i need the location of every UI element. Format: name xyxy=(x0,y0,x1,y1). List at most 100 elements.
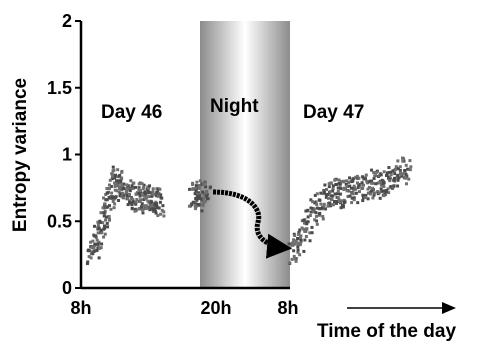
point-pixel xyxy=(322,202,326,206)
point-pixel xyxy=(385,173,389,177)
point-pixel xyxy=(372,171,376,175)
point-pixel xyxy=(394,165,398,169)
point-pixel xyxy=(119,192,123,196)
point-pixel xyxy=(202,196,206,200)
point-pixel xyxy=(100,242,104,246)
point-pixel xyxy=(385,171,389,175)
point-pixel xyxy=(354,191,358,195)
point-pixel xyxy=(142,194,146,198)
point-pixel xyxy=(190,203,194,207)
point-pixel xyxy=(339,206,343,210)
point-pixel xyxy=(402,172,406,176)
point-pixel xyxy=(102,235,106,239)
point-pixel xyxy=(356,186,360,190)
point-pixel xyxy=(151,187,155,191)
point-pixel xyxy=(96,220,100,224)
point-pixel xyxy=(114,195,118,199)
point-pixel xyxy=(91,252,95,256)
point-pixel xyxy=(309,210,313,214)
point-pixel xyxy=(326,204,330,208)
point-pixel xyxy=(352,198,356,202)
point-pixel xyxy=(374,174,378,178)
point-pixel xyxy=(292,249,296,253)
point-pixel xyxy=(197,196,201,200)
point-pixel xyxy=(404,163,408,167)
point-pixel xyxy=(379,173,383,177)
point-pixel xyxy=(113,181,117,185)
point-pixel xyxy=(352,188,356,192)
point-pixel xyxy=(332,200,336,204)
point-pixel xyxy=(361,183,365,187)
point-pixel xyxy=(151,209,155,213)
point-pixel xyxy=(342,179,346,183)
point-pixel xyxy=(202,198,206,202)
point-pixel xyxy=(379,187,383,191)
point-pixel xyxy=(150,200,154,204)
point-pixel xyxy=(200,209,204,213)
data-point xyxy=(373,170,385,200)
point-pixel xyxy=(157,206,161,210)
point-pixel xyxy=(361,193,365,197)
point-pixel xyxy=(130,184,134,188)
point-pixel xyxy=(315,219,319,223)
point-pixel xyxy=(318,198,322,202)
point-pixel xyxy=(339,186,343,190)
point-pixel xyxy=(144,197,148,201)
point-pixel xyxy=(399,172,403,176)
point-pixel xyxy=(133,207,137,211)
point-pixel xyxy=(103,202,107,206)
point-pixel xyxy=(194,197,198,201)
point-pixel xyxy=(125,190,129,194)
point-pixel xyxy=(110,172,114,176)
point-pixel xyxy=(406,167,410,171)
point-pixel xyxy=(306,215,310,219)
point-pixel xyxy=(315,202,319,206)
point-pixel xyxy=(326,196,330,200)
point-pixel xyxy=(309,198,313,202)
point-pixel xyxy=(119,179,123,183)
point-pixel xyxy=(126,197,130,201)
point-pixel xyxy=(344,182,348,186)
point-pixel xyxy=(115,175,119,179)
point-pixel xyxy=(389,170,393,174)
point-pixel xyxy=(155,191,159,195)
point-pixel xyxy=(200,198,204,202)
point-pixel xyxy=(329,181,333,185)
point-pixel xyxy=(393,167,397,171)
point-pixel xyxy=(197,202,201,206)
point-pixel xyxy=(341,205,345,209)
point-pixel xyxy=(111,199,115,203)
point-pixel xyxy=(364,173,368,177)
point-pixel xyxy=(325,193,329,197)
point-pixel xyxy=(160,208,164,212)
point-pixel xyxy=(336,192,340,196)
point-pixel xyxy=(203,181,207,185)
point-pixel xyxy=(120,169,124,173)
point-pixel xyxy=(131,181,135,185)
point-pixel xyxy=(103,226,107,230)
point-pixel xyxy=(158,193,162,197)
point-pixel xyxy=(111,169,115,173)
point-pixel xyxy=(339,199,343,203)
point-pixel xyxy=(321,214,325,218)
point-pixel xyxy=(354,187,358,191)
point-pixel xyxy=(378,173,382,177)
point-pixel xyxy=(122,186,126,190)
point-pixel xyxy=(154,211,158,215)
point-pixel xyxy=(193,201,197,205)
point-pixel xyxy=(361,196,365,200)
point-pixel xyxy=(380,189,384,193)
point-pixel xyxy=(317,213,321,217)
point-pixel xyxy=(148,208,152,212)
point-pixel xyxy=(362,177,366,181)
point-pixel xyxy=(201,201,205,205)
data-point xyxy=(400,156,413,181)
point-pixel xyxy=(379,183,383,187)
point-pixel xyxy=(314,211,318,215)
point-pixel xyxy=(146,199,150,203)
point-pixel xyxy=(158,200,162,204)
data-point xyxy=(354,176,367,205)
point-pixel xyxy=(96,246,100,250)
point-pixel xyxy=(299,240,303,244)
point-pixel xyxy=(144,192,148,196)
